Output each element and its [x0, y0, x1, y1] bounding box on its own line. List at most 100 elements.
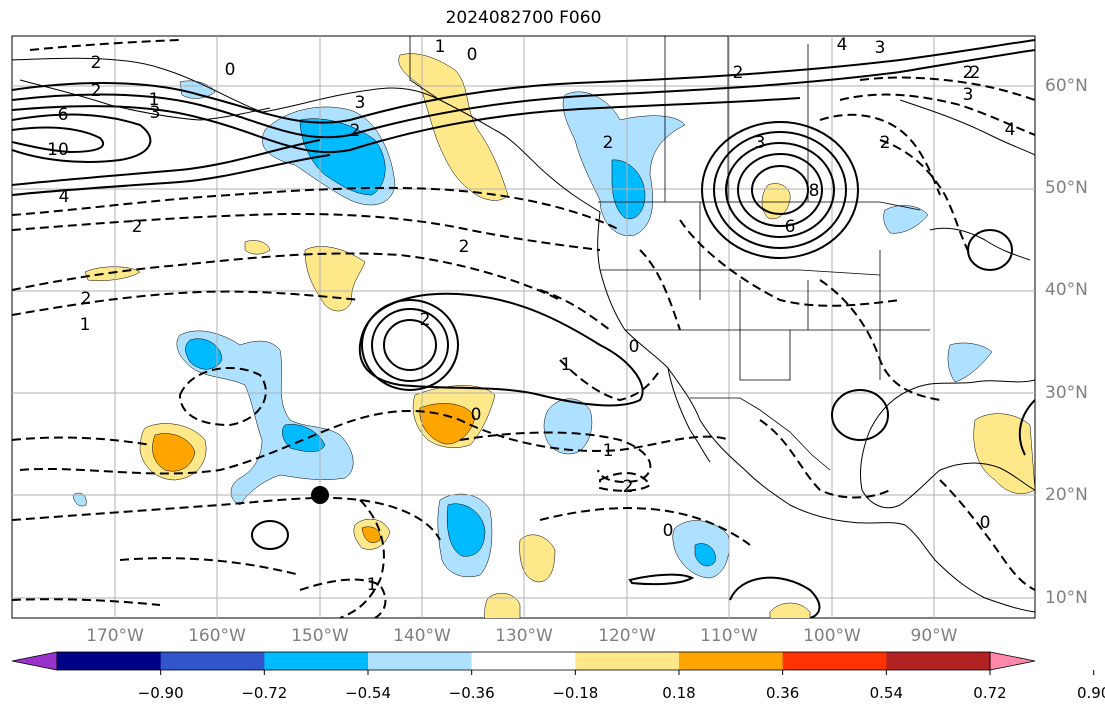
colorbar-box — [264, 652, 369, 670]
contour-label: 1 — [80, 315, 91, 335]
colorbar-box — [575, 652, 680, 670]
lon-label: 140°W — [393, 626, 451, 646]
shade-blue-cal — [543, 398, 593, 455]
contour-label: 1 — [435, 37, 446, 57]
shade-orange-west — [152, 433, 196, 472]
shade-deepblue-hawaii-1 — [185, 338, 223, 370]
lat-label: 20°N — [1045, 485, 1088, 505]
contour-label: 0 — [471, 405, 482, 425]
colorbar-boxes — [57, 652, 991, 670]
contour-label: 1 — [561, 355, 572, 375]
us-mexico-border — [690, 397, 831, 471]
contour-label: 0 — [629, 337, 640, 357]
lon-label: 170°W — [86, 626, 144, 646]
colorbar-tick-label: 0.72 — [973, 684, 1007, 702]
station-marker — [311, 486, 329, 504]
contour-label: 3 — [875, 38, 886, 58]
lon-label: 90°W — [910, 626, 958, 646]
plot-title: 2024082700 F060 — [445, 8, 602, 28]
low-contour-1 — [361, 299, 459, 391]
colorbar-tick-label: 0.54 — [869, 684, 904, 702]
low-contour-3 — [383, 319, 437, 371]
colorbar-box — [471, 652, 576, 670]
shade-yellow-br — [769, 602, 811, 618]
lat-label: 10°N — [1045, 588, 1088, 608]
contour-label: 0 — [225, 60, 236, 80]
lon-label: 100°W — [803, 626, 861, 646]
lat-label: 30°N — [1045, 383, 1088, 403]
political-borders — [409, 36, 930, 471]
lat-label: 60°N — [1045, 76, 1088, 96]
colorbar-box — [782, 652, 887, 670]
colorbar-tick-label: 0.18 — [662, 684, 696, 702]
colorbar-extend-left — [11, 651, 58, 671]
contour-label: 3 — [150, 103, 161, 123]
state-line-a — [600, 269, 881, 276]
state-line-c — [739, 280, 791, 381]
great-lakes — [929, 227, 1031, 261]
high-contour-3 — [725, 142, 835, 238]
contour-label: 0 — [467, 45, 478, 65]
shade-blue-east1 — [947, 342, 993, 383]
high-contour-4 — [737, 153, 823, 227]
contour-label: 2 — [970, 63, 981, 83]
colorbar-box — [57, 652, 162, 670]
lat-label: 40°N — [1045, 280, 1088, 300]
contour-label: 1 — [149, 90, 160, 110]
contour-label: 4 — [59, 187, 70, 207]
colorbar-tick-label: −0.72 — [241, 684, 288, 702]
contour-label-layer: 2 0 1 2 3 6 10 4 2 3 2 1 0 2 2 3 4 6 8 2… — [47, 35, 1015, 595]
shade-deepblue-mex — [694, 543, 716, 567]
lon-label: 110°W — [700, 626, 758, 646]
contour-label: 4 — [837, 35, 848, 55]
colorbar-box — [679, 652, 784, 670]
contour-label: 3 — [963, 85, 974, 105]
shade-orange-south2 — [361, 526, 381, 543]
coastlines — [12, 57, 1035, 613]
high-contour-5 — [751, 165, 809, 215]
contour-label: 0 — [663, 521, 674, 541]
contour-label: 4 — [1005, 120, 1016, 140]
contour-label: 2 — [132, 217, 143, 237]
colorbar-box — [368, 652, 473, 670]
us-canada-border — [598, 201, 921, 211]
colorbar-box — [160, 652, 265, 670]
low-contour-2 — [371, 308, 449, 382]
contour-label: 2 — [880, 133, 891, 153]
contour-label: 2 — [350, 121, 361, 141]
contour-label: 2 — [81, 289, 92, 309]
shade-deepblue-hawaii-2 — [282, 424, 326, 452]
contour-label: 6 — [785, 217, 796, 237]
contour-label: 2 — [963, 63, 974, 83]
contour-label: 8 — [809, 181, 820, 201]
contour-label: 2 — [733, 63, 744, 83]
contour-label: 1 — [367, 575, 378, 595]
colorbar-tick-label: −0.54 — [345, 684, 391, 702]
contour-label: 2 — [603, 133, 614, 153]
colorbar-box — [886, 652, 991, 670]
colorbar-tick-label: −0.90 — [137, 684, 184, 702]
shade-blue-east2 — [883, 205, 929, 234]
lat-label: 50°N — [1045, 178, 1088, 198]
lon-label: 150°W — [291, 626, 349, 646]
alaska-canada-border — [409, 36, 441, 101]
west-coast — [597, 211, 1035, 613]
colorbar-tick-label: 0.90 — [1076, 684, 1105, 702]
colorbar-tick-label: 0.36 — [765, 684, 800, 702]
shade-deepblue-south — [446, 503, 486, 557]
contour-label: 10 — [47, 140, 69, 160]
lon-label: 130°W — [495, 626, 553, 646]
lon-label: 120°W — [598, 626, 656, 646]
baja — [667, 367, 711, 463]
shade-yellow-bottom — [484, 593, 521, 618]
colorbar-ticks — [160, 670, 1095, 675]
contour-label: 2 — [623, 477, 634, 497]
contour-label: 3 — [755, 133, 766, 153]
high-contour-2 — [713, 131, 847, 249]
contour-label: 2 — [91, 53, 102, 73]
graticule — [12, 36, 1035, 618]
shade-blue-small — [72, 492, 87, 507]
colorbar-extend-right — [989, 651, 1036, 671]
shade-yellow-small2 — [244, 240, 271, 255]
